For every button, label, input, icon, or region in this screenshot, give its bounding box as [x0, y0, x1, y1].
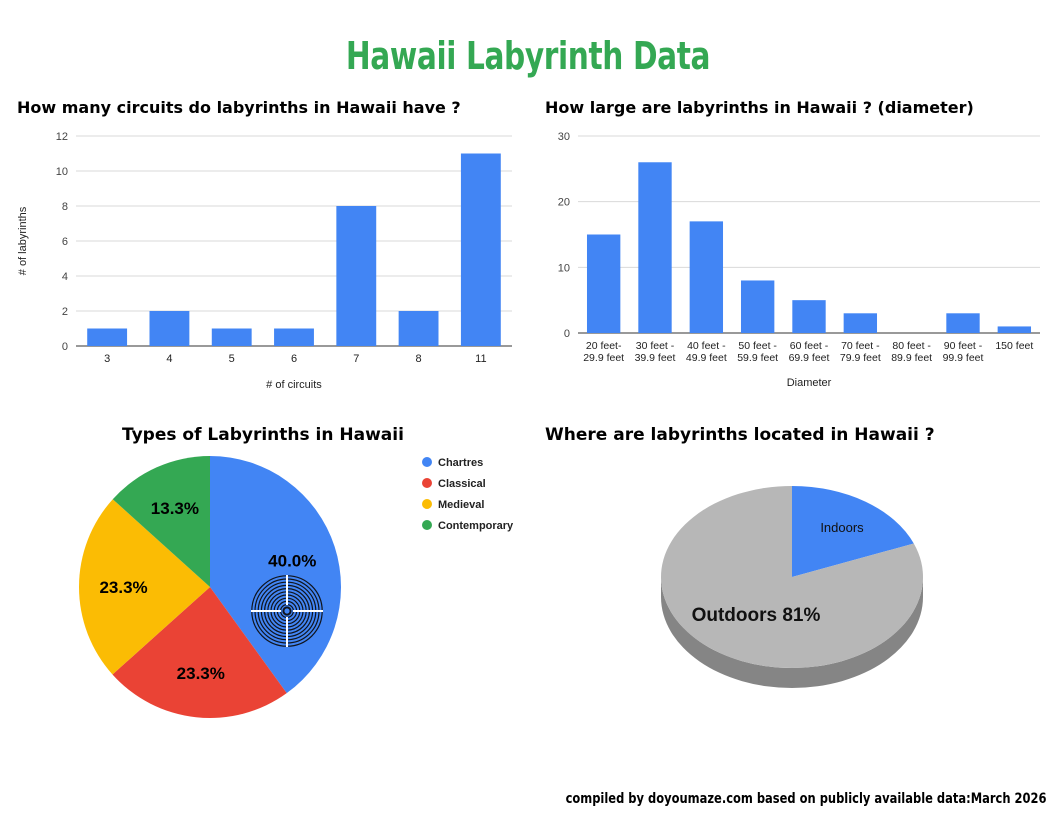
bar: [586, 234, 621, 333]
circuits-chart-title: How many circuits do labyrinths in Hawai…: [17, 98, 461, 117]
bar: [211, 328, 252, 346]
location-chart-title: Where are labyrinths located in Hawaii ?: [545, 425, 935, 445]
types-pie-chart: 40.0% 23.3% 23.3% 13.3% Chartres Classical Med…: [78, 456, 514, 718]
legend-label: Classical: [438, 478, 486, 490]
y-axis-label: # of labyrinths: [17, 206, 29, 275]
bar: [336, 206, 377, 346]
page-title: Hawaii Labyrinth Data: [345, 34, 711, 78]
x-tick-label: 5: [229, 353, 235, 365]
slice-label: 23.3%: [177, 664, 225, 683]
x-tick-label: 49.9 feet: [686, 352, 727, 364]
x-tick-label: 3: [104, 353, 110, 365]
y-tick-label: 2: [62, 306, 68, 318]
y-tick-label: 20: [558, 197, 570, 209]
legend-marker: [422, 457, 432, 467]
y-tick-label: 10: [56, 166, 68, 178]
x-tick-label: 4: [166, 353, 172, 365]
legend-marker: [422, 478, 432, 488]
y-tick-label: 30: [558, 131, 570, 143]
circuits-bar-chart: 0 2 4 6 8 10 12 3 4 5 6 7 8 11 # of circuits # of labyr…: [17, 131, 512, 391]
bar: [87, 328, 128, 346]
labyrinth-icon: [251, 575, 323, 647]
slice-label: 40.0%: [268, 551, 316, 570]
x-tick-label: 40 feet -: [687, 340, 726, 352]
legend-label: Chartres: [438, 457, 483, 469]
x-tick-label: 30 feet -: [636, 340, 675, 352]
x-axis-label: # of circuits: [266, 379, 322, 391]
x-axis-label: Diameter: [787, 377, 832, 389]
pie-slice: [792, 486, 914, 577]
x-tick-label: 70 feet -: [841, 340, 880, 352]
pie-slice: [210, 456, 341, 694]
x-tick-label: 79.9 feet: [840, 352, 881, 364]
legend-label: Contemporary: [438, 520, 514, 532]
x-tick-label: 69.9 feet: [789, 352, 830, 364]
y-tick-label: 8: [62, 201, 68, 213]
bar: [274, 328, 314, 346]
x-tick-label: 60 feet -: [790, 340, 829, 352]
legend-label: Medieval: [438, 499, 484, 511]
y-tick-label: 6: [62, 236, 68, 248]
pie-depth: [661, 577, 923, 688]
bar: [843, 313, 878, 333]
types-chart-title: Types of Labyrinths in Hawaii: [122, 425, 404, 445]
x-tick-label: 39.9 feet: [635, 352, 676, 364]
y-tick-label: 12: [56, 131, 68, 143]
pie-slice: [78, 499, 210, 675]
x-tick-label: 50 feet -: [738, 340, 777, 352]
legend-marker: [422, 520, 432, 530]
y-tick-label: 0: [564, 328, 570, 340]
slice-label: 23.3%: [99, 578, 147, 597]
bar: [997, 326, 1032, 333]
pie-slice: [112, 587, 287, 718]
slice-label: Outdoors 81%: [692, 605, 821, 626]
x-tick-label: 8: [416, 353, 422, 365]
x-tick-label: 59.9 feet: [737, 352, 778, 364]
diameter-bar-chart: 0 10 20 30 20 feet-29.9 feet 30 feet -39.9 fe…: [558, 131, 1040, 389]
x-tick-label: 89.9 feet: [891, 352, 932, 364]
x-tick-label: 80 feet -: [892, 340, 931, 352]
slice-label: 13.3%: [151, 499, 199, 518]
location-pie-chart: Indoors Outdoors 81%: [661, 486, 923, 688]
bar: [460, 153, 501, 346]
bar: [689, 221, 724, 333]
pie-slice: [661, 486, 923, 668]
y-tick-label: 10: [558, 262, 570, 274]
bar: [149, 311, 190, 346]
footer-credit: compiled by doyoumaze.com based on publi…: [565, 791, 1046, 807]
x-tick-label: 99.9 feet: [943, 352, 984, 364]
bar: [946, 313, 980, 333]
x-tick-label: 11: [475, 353, 486, 365]
x-tick-label: 7: [353, 353, 359, 365]
pie-slice: [112, 456, 210, 587]
x-tick-label: 29.9 feet: [583, 352, 624, 364]
bar: [638, 162, 672, 333]
bar: [792, 300, 826, 333]
x-tick-label: 150 feet: [995, 340, 1033, 352]
x-tick-label: 6: [291, 353, 297, 365]
y-tick-label: 4: [62, 271, 68, 283]
x-tick-label: 90 feet -: [944, 340, 983, 352]
y-tick-label: 0: [62, 341, 68, 353]
bar: [740, 280, 775, 333]
legend-marker: [422, 499, 432, 509]
slice-label: Indoors: [820, 520, 864, 535]
x-tick-label: 20 feet-: [586, 340, 622, 352]
diameter-chart-title: How large are labyrinths in Hawaii ? (di…: [545, 98, 974, 117]
bar: [398, 311, 439, 346]
